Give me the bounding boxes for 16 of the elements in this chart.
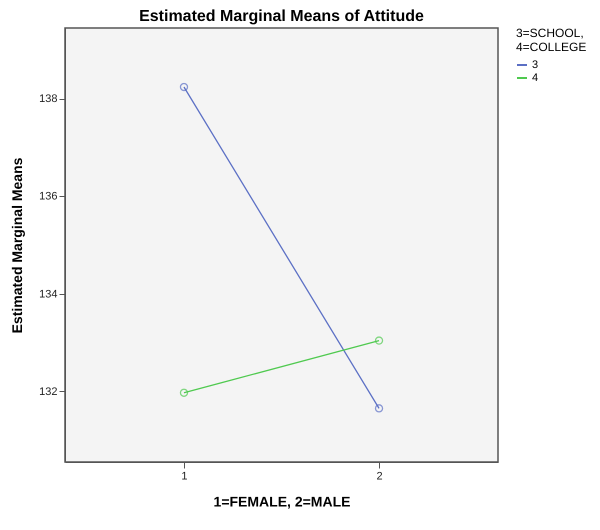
x-tick-label: 1 [181,470,188,482]
y-tick-label: 134 [39,288,58,300]
point [374,336,384,345]
x-axis-title: 1=FEMALE, 2=MALE [214,494,350,510]
point [374,404,384,413]
legend-label: 3 [532,59,538,71]
point [180,388,188,397]
y-tick-label: 138 [39,93,58,106]
legend-title: 3=SCHOOL, 4=COLLEGE [516,26,586,54]
point [180,82,188,92]
y-axis-title: Estimated Marginal Means [9,157,26,334]
y-tick-label: 132 [39,386,58,398]
legend-label: 4 [532,72,538,84]
x-tick-label: 2 [376,470,383,482]
y-tick-label: 136 [39,190,58,203]
chart-title: Estimated Marginal Means of Attitude [139,8,424,25]
